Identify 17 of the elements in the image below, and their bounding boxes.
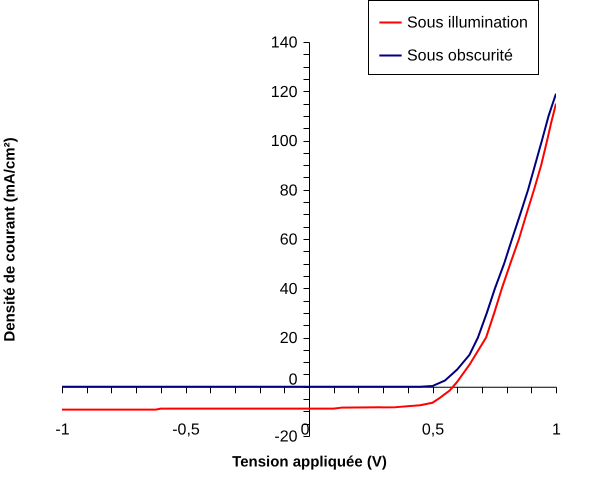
y-tick-label: 120: [270, 84, 298, 101]
y-tick-label: 140: [270, 34, 298, 52]
legend-label: Sous illumination: [407, 14, 528, 32]
x-tick-label: -0,5: [172, 421, 200, 438]
x-axis-title: Tension appliquée (V): [232, 454, 387, 470]
y-tick-label: -20: [274, 428, 298, 446]
y-tick-label: 20: [280, 330, 298, 347]
x-tick-label: 1: [552, 421, 562, 438]
legend-label: Sous obscurité: [407, 48, 513, 64]
y-tick-label: 80: [280, 182, 298, 200]
x-tick-label: -1: [55, 421, 70, 438]
y-tick-label: 60: [280, 232, 298, 248]
y-axis-title: Densité de courant (mA/cm²): [2, 137, 18, 342]
y-tick-label: 0: [288, 371, 298, 388]
x-tick-label: 0,5: [422, 421, 444, 438]
y-tick-label: 100: [270, 133, 298, 150]
y-tick-label: 40: [280, 280, 298, 298]
